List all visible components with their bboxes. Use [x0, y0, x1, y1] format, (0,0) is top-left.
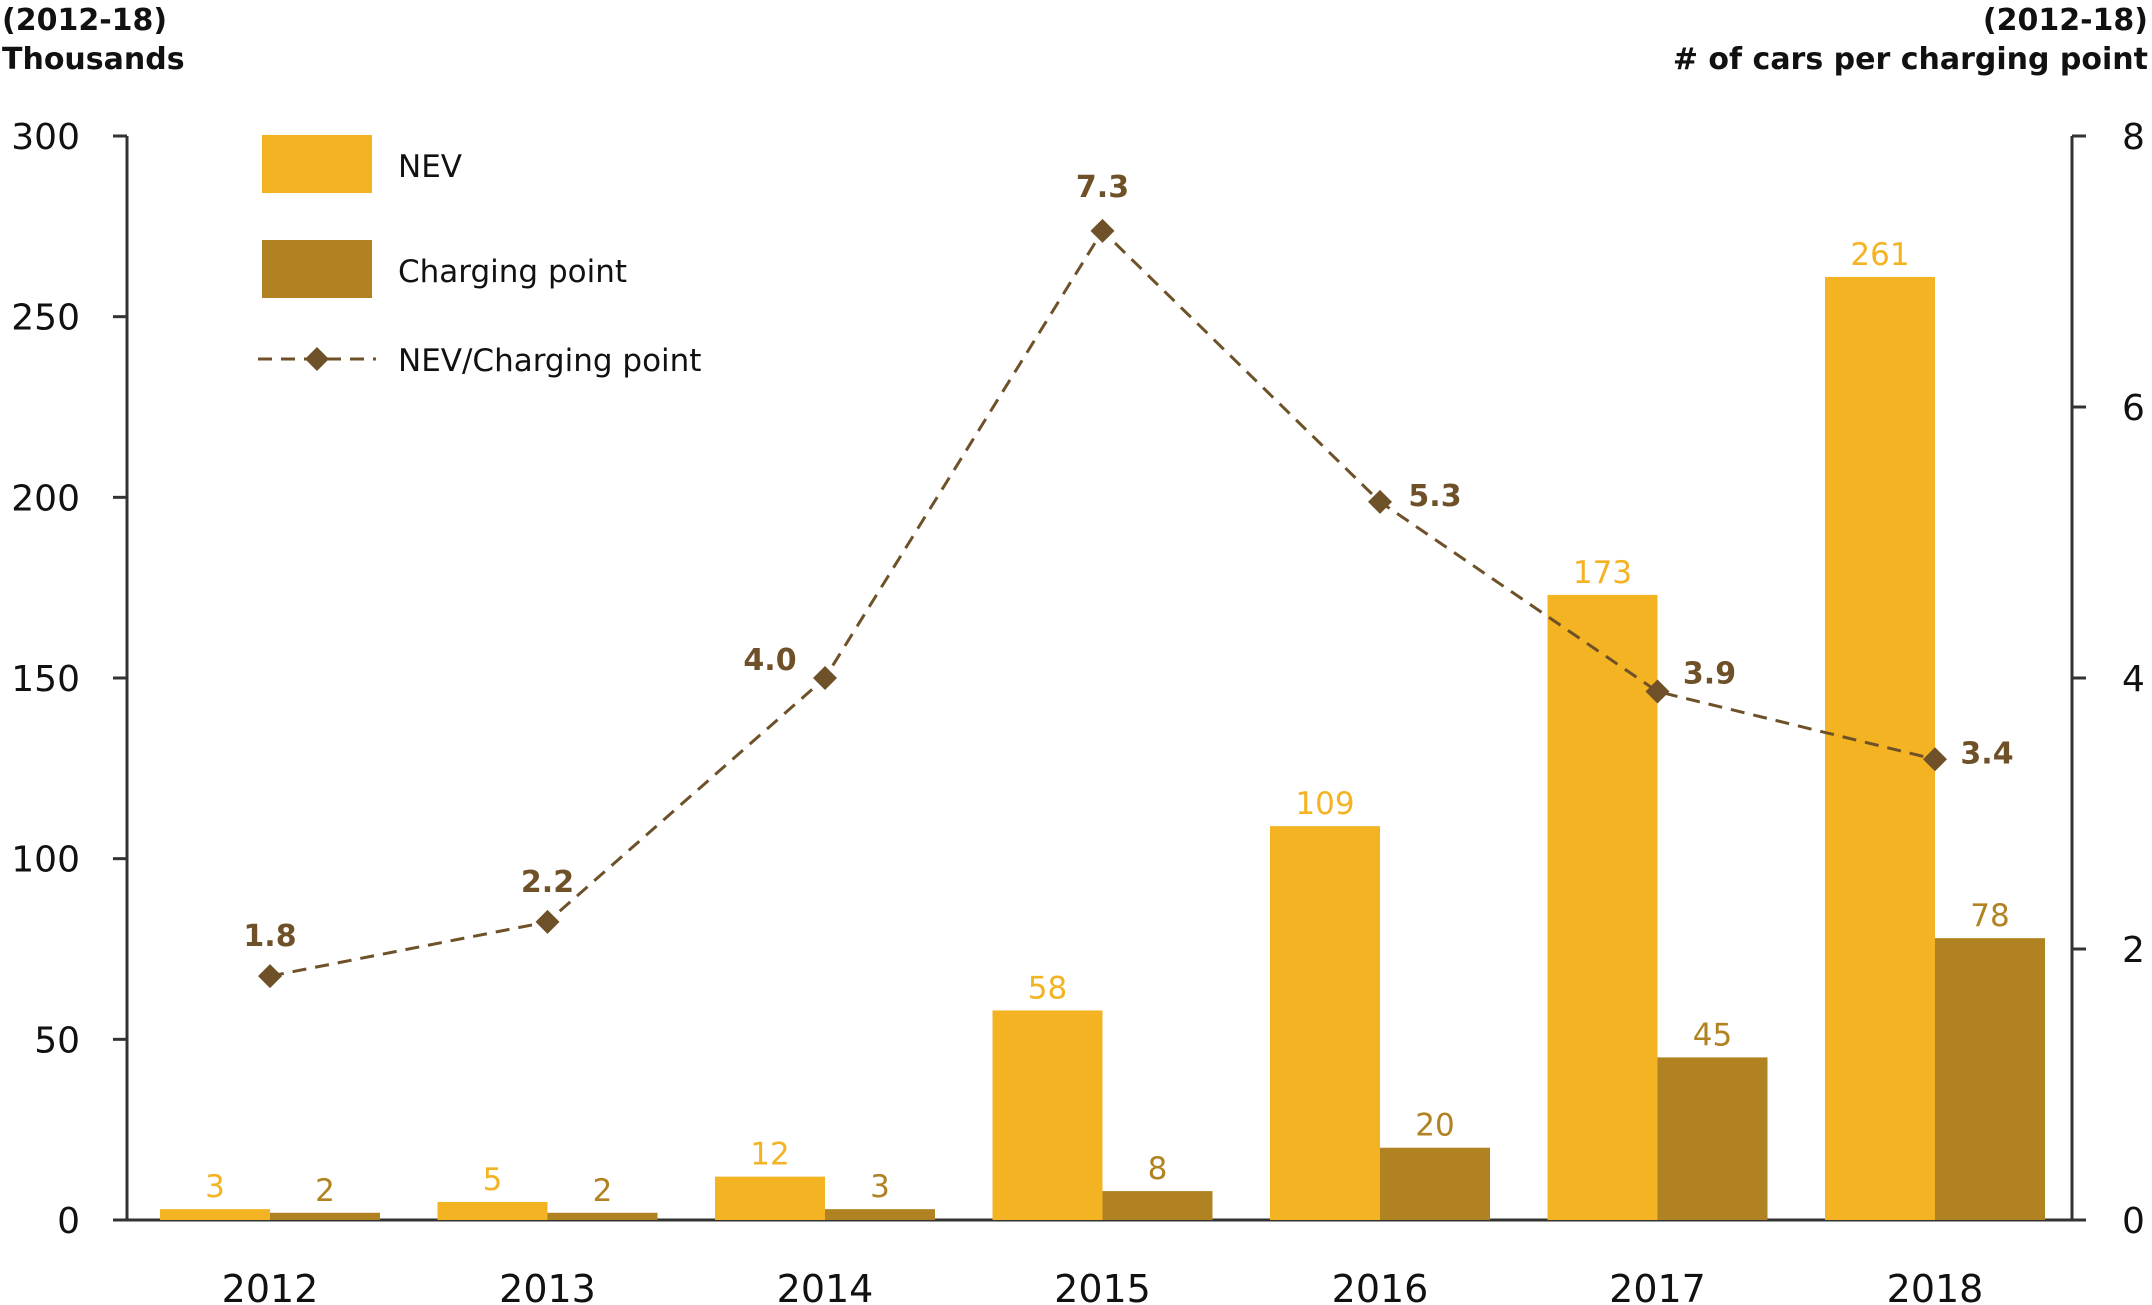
legend-label-ratio: NEV/Charging point — [398, 343, 701, 379]
nev-bar — [160, 1209, 270, 1220]
ratio-point-label: 5.3 — [1408, 479, 1461, 514]
left-tick-label: 150 — [11, 659, 80, 700]
ratio-point-label: 4.0 — [743, 643, 796, 678]
ratio-point-label: 7.3 — [1076, 170, 1129, 205]
charging-point-bar-label: 45 — [1693, 1017, 1732, 1053]
legend-label-nev: NEV — [398, 149, 462, 185]
nev-bar — [1547, 594, 1658, 1220]
nev-bar — [715, 1176, 825, 1220]
left-tick-label: 250 — [11, 298, 80, 339]
left-tick-label: 100 — [11, 840, 80, 881]
right-tick-label: 6 — [2122, 388, 2145, 429]
nev-bar-label: 58 — [1028, 970, 1067, 1006]
charging-point-bar — [1935, 938, 2045, 1220]
left-tick-label: 300 — [11, 117, 80, 158]
left-tick-label: 50 — [34, 1020, 80, 1061]
left-axis-title-line-2: Thousands — [2, 42, 185, 77]
ratio-point-marker — [813, 666, 837, 690]
legend-swatch-nev — [262, 135, 372, 193]
axis-titles: (2012-18) Thousands (2012-18) # of cars … — [2, 3, 2148, 77]
charging-point-bar-label: 8 — [1148, 1151, 1168, 1187]
ratio-point-marker — [258, 964, 282, 989]
charging-point-bar — [1102, 1191, 1213, 1220]
ratio-point-label: 1.8 — [243, 919, 296, 954]
right-tick-label: 0 — [2122, 1201, 2145, 1242]
bars: 3 2 5 2 12 3 58 8 109 20 173 45 261 78 — [160, 237, 2045, 1220]
x-category-label: 2016 — [1332, 1267, 1429, 1305]
charging-point-bar — [547, 1212, 658, 1220]
right-tick-label: 4 — [2122, 659, 2145, 700]
charging-point-bar — [1657, 1057, 1768, 1220]
ratio-point-label: 2.2 — [521, 865, 574, 900]
nev-bar — [437, 1201, 548, 1220]
left-tick-label: 0 — [57, 1201, 80, 1242]
legend-label-charging-point: Charging point — [398, 254, 627, 290]
nev-bar — [992, 1010, 1103, 1220]
charging-point-bar-label: 3 — [870, 1169, 890, 1205]
nev-bar-label: 5 — [483, 1162, 503, 1198]
legend-swatch-charging-point — [262, 240, 372, 298]
x-category-label: 2015 — [1054, 1267, 1151, 1305]
x-category-label: 2017 — [1609, 1267, 1706, 1305]
nev-bar — [1270, 826, 1380, 1220]
charging-point-bar-label: 2 — [315, 1173, 335, 1209]
ratio-line: 1.8 2.2 4.0 7.3 5.3 3.9 3.4 — [243, 170, 2014, 989]
right-axis-title-line-2: # of cars per charging point — [1673, 42, 2148, 77]
right-tick-label: 2 — [2122, 930, 2145, 971]
nev-bar-label: 3 — [205, 1169, 225, 1205]
charging-point-bar — [825, 1209, 935, 1220]
nev-bar-label: 109 — [1295, 786, 1354, 822]
ratio-point-marker — [1923, 747, 1947, 772]
charging-point-bar-label: 20 — [1415, 1108, 1454, 1144]
ratio-point-marker — [1090, 218, 1115, 243]
legend: NEV Charging point NEV/Charging point — [258, 135, 701, 379]
ratio-point-marker — [535, 909, 560, 934]
right-axis-title-line-1: (2012-18) — [1983, 3, 2148, 38]
ratio-point-marker — [1645, 679, 1670, 704]
x-category-label: 2012 — [222, 1267, 319, 1305]
nev-bar-label: 173 — [1573, 555, 1632, 591]
left-axis-title-line-1: (2012-18) — [2, 3, 167, 38]
charging-point-bar — [1380, 1147, 1490, 1220]
ratio-point-label: 3.4 — [1960, 736, 2013, 771]
x-category-label: 2014 — [777, 1267, 874, 1305]
charging-point-bar-label: 2 — [593, 1173, 613, 1209]
charging-point-bar — [270, 1212, 380, 1220]
nev-bar-label: 12 — [750, 1137, 789, 1173]
ratio-point-label: 3.9 — [1683, 657, 1736, 692]
right-tick-label: 8 — [2122, 117, 2145, 158]
nev-bar — [1825, 276, 1935, 1220]
left-tick-label: 200 — [11, 478, 80, 519]
nev-bar-label: 261 — [1850, 237, 1909, 273]
x-category-label: 2013 — [499, 1267, 596, 1305]
charging-point-bar-label: 78 — [1970, 898, 2009, 934]
x-category-label: 2018 — [1887, 1267, 1984, 1305]
legend-marker-ratio — [305, 347, 329, 371]
ratio-point-marker — [1368, 489, 1392, 514]
